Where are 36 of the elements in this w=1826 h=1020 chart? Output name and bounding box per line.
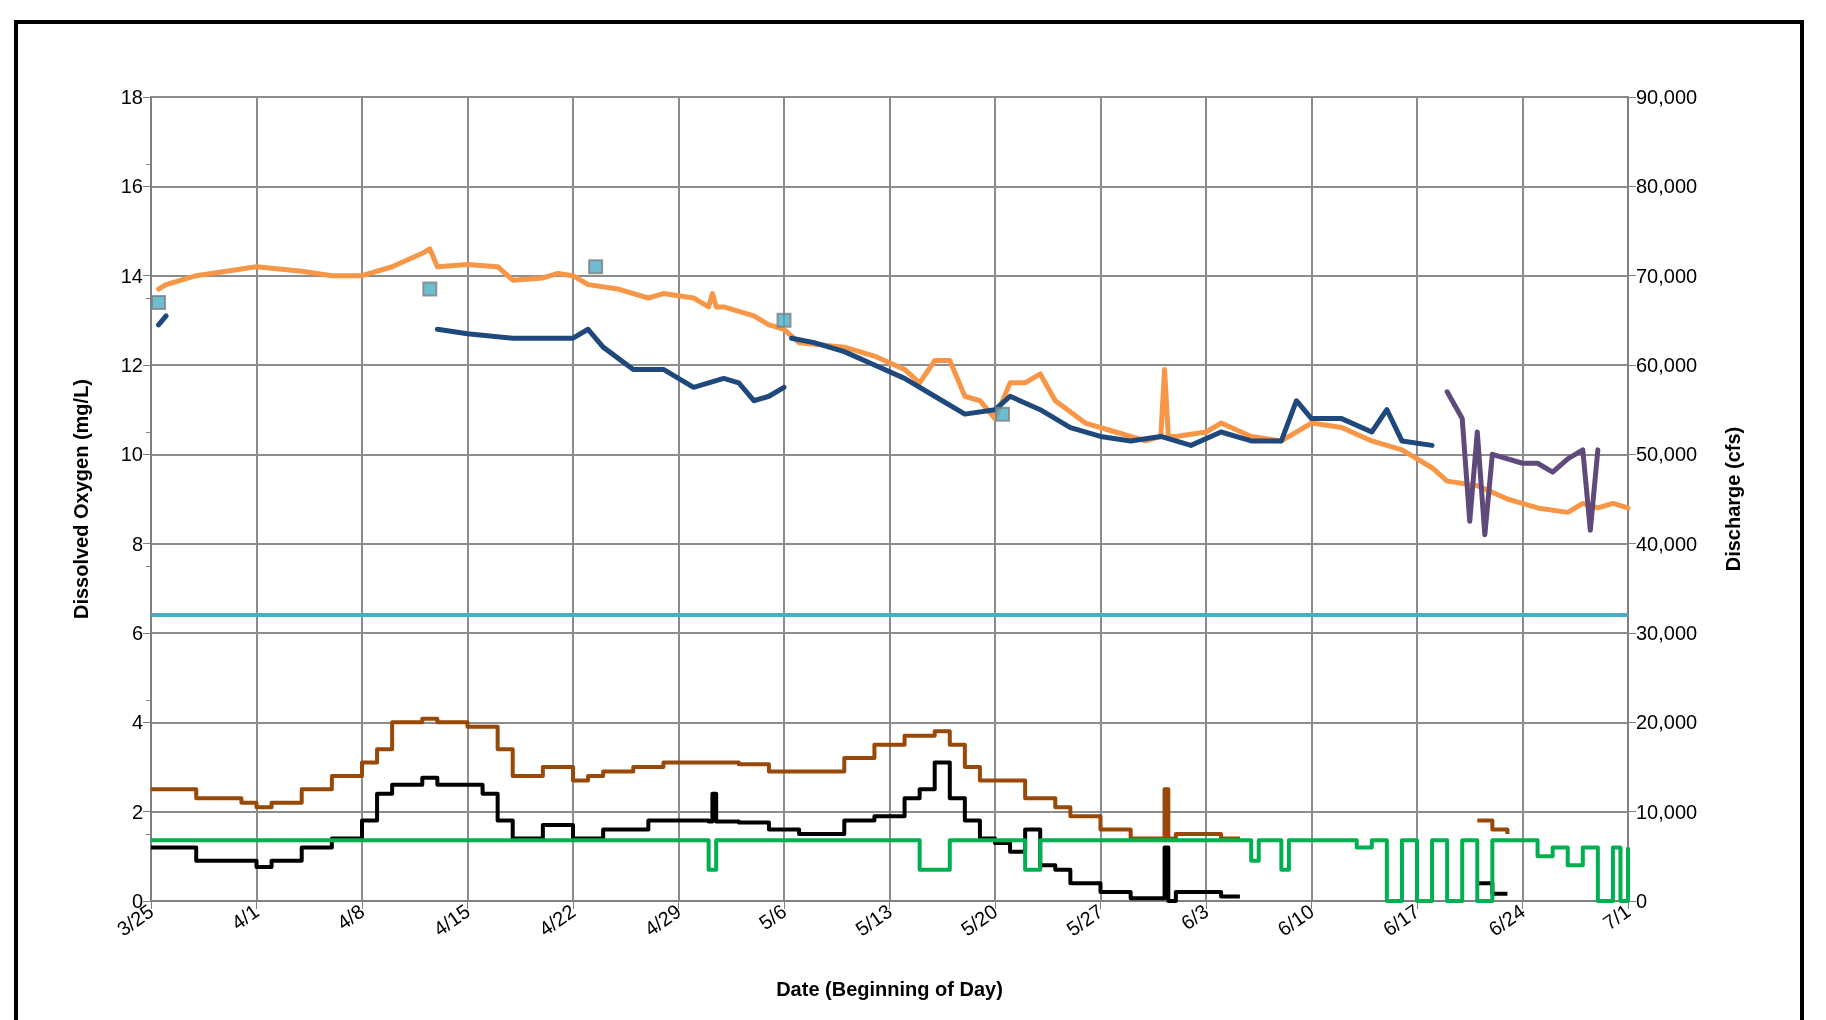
y2-tick-label: 70,000 xyxy=(1636,264,1698,287)
x-tick-label: 4/15 xyxy=(429,899,474,941)
x-tick-label: 5/6 xyxy=(754,899,791,934)
x-tick-label: 7/1 xyxy=(1598,899,1635,934)
x-tick-label: 5/13 xyxy=(851,899,896,941)
y-tick-label: 10 xyxy=(120,443,143,466)
y-tick-label: 6 xyxy=(131,622,143,644)
x-tick-label: 6/3 xyxy=(1176,899,1213,934)
y2-tick-label: 50,000 xyxy=(1636,443,1698,466)
x-tick-label: 4/1 xyxy=(227,899,263,934)
x-tick-label: 5/27 xyxy=(1062,899,1107,941)
y2-tick-label: 30,000 xyxy=(1636,622,1698,644)
x-tick-label: 4/22 xyxy=(534,899,580,941)
y2-tick-label: 90,000 xyxy=(1636,86,1698,108)
y-axis-title: Dissolved Oxygen (mg/L) xyxy=(70,378,92,620)
x-tick-label: 6/24 xyxy=(1484,899,1529,941)
y-tick-label: 2 xyxy=(131,800,143,823)
x-tick-label: 6/10 xyxy=(1273,899,1318,941)
y-tick-label: 8 xyxy=(131,532,143,555)
y2-axis-title: Discharge (cfs) xyxy=(1722,426,1744,572)
x-tick-label: 6/17 xyxy=(1378,899,1424,941)
y-tick-label: 14 xyxy=(120,264,143,287)
y2-tick-label: 0 xyxy=(1636,890,1648,912)
y2-tick-label: 60,000 xyxy=(1636,354,1698,376)
y2-tick-label: 80,000 xyxy=(1636,175,1698,198)
y-tick-label: 4 xyxy=(131,711,143,734)
x-tick-label: 5/20 xyxy=(956,899,1002,941)
y-tick-label: 18 xyxy=(120,86,143,108)
y-tick-label: 16 xyxy=(120,175,143,198)
x-tick-label: 4/29 xyxy=(640,899,685,941)
y2-tick-label: 10,000 xyxy=(1636,800,1698,823)
y-tick-label: 12 xyxy=(120,354,143,376)
y2-tick-label: 20,000 xyxy=(1636,711,1698,734)
x-axis-title: Date (Beginning of Day) xyxy=(776,978,1003,1000)
y2-tick-label: 40,000 xyxy=(1636,532,1698,555)
x-tick-label: 4/8 xyxy=(332,899,369,934)
